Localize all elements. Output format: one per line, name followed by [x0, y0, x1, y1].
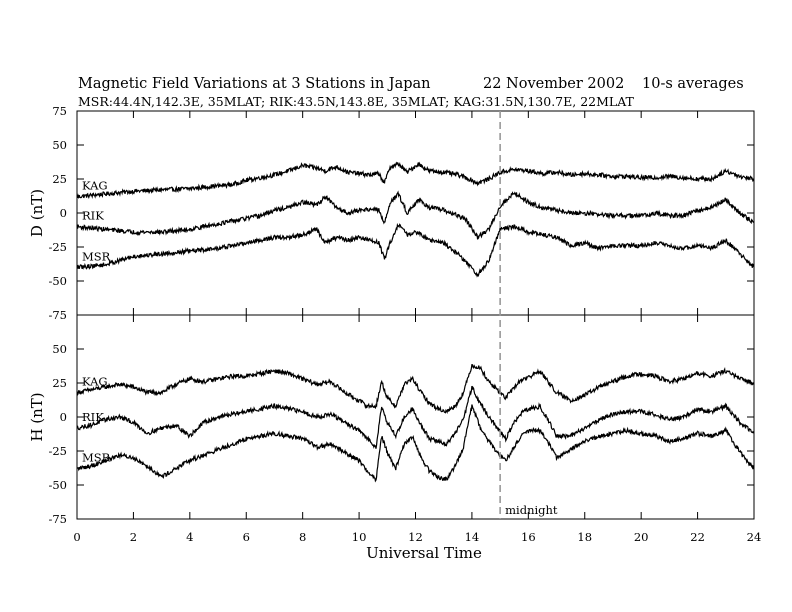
panel-h-ytick-label: 25: [52, 376, 67, 390]
panel-d-ytick-label: -50: [48, 274, 67, 288]
x-tick-label: 14: [465, 530, 480, 544]
panel-d-ylabel: D (nT): [28, 189, 46, 237]
station-label-h-rik: RIK: [82, 410, 104, 424]
trace-h-msr: [76, 404, 755, 483]
x-tick-label: 18: [577, 530, 592, 544]
station-coordinates: MSR:44.4N,142.3E, 35MLAT; RIK:43.5N,143.…: [78, 94, 635, 109]
x-tick-label: 8: [299, 530, 306, 544]
station-label-h-kag: KAG: [82, 375, 108, 389]
panel-d-traces: [76, 161, 755, 278]
x-axis: 0 2 4 6 8 10 12 14 16 18 20 22 24: [73, 111, 761, 544]
x-tick-label: 4: [186, 530, 193, 544]
panel-h-ytick-label: -25: [48, 444, 67, 458]
x-tick-label: 6: [243, 530, 250, 544]
panel-h-station-labels: KAG RIK MSR: [82, 375, 111, 465]
panel-d-ytick-label: 25: [52, 172, 67, 186]
trace-h-rik: [76, 385, 755, 449]
panel-d-station-labels: KAG RIK MSR: [82, 179, 111, 264]
station-label-d-kag: KAG: [82, 179, 108, 193]
panel-h: -75 -50 -25 0 25 50 KAG RIK MSR H (nT): [28, 314, 755, 526]
panel-h-ytick-label: 50: [52, 342, 67, 356]
panel-d: -75 -50 -25 0 25 50 75 KAG RIK MSR D (nT): [28, 104, 755, 322]
panel-h-ylabel: H (nT): [28, 392, 46, 441]
panel-h-ytick-label: -75: [48, 512, 67, 526]
panel-h-ytick-label: 0: [60, 410, 67, 424]
panel-d-ytick-label: -25: [48, 240, 67, 254]
panel-h-ytick-label: -50: [48, 478, 67, 492]
x-axis-title: Universal Time: [366, 544, 482, 562]
x-tick-label: 20: [634, 530, 649, 544]
x-tick-label: 12: [408, 530, 423, 544]
chart-date: 22 November 2002: [483, 76, 624, 92]
chart-averaging: 10-s averages: [642, 76, 744, 92]
x-tick-label: 24: [747, 530, 762, 544]
x-tick-label: 0: [73, 530, 80, 544]
x-tick-label: 2: [130, 530, 137, 544]
panel-h-traces: [76, 364, 755, 483]
panel-d-ytick-label: 0: [60, 206, 67, 220]
x-tick-label: 10: [352, 530, 367, 544]
trace-d-msr: [76, 222, 755, 278]
panel-d-ytick-label: 50: [52, 138, 67, 152]
chart-title: Magnetic Field Variations at 3 Stations …: [78, 76, 431, 92]
panel-h-yticks: -75 -50 -25 0 25 50: [48, 314, 754, 526]
station-label-d-rik: RIK: [82, 209, 104, 223]
station-label-d-msr: MSR: [82, 249, 111, 263]
trace-d-rik: [76, 190, 755, 240]
panel-d-ytick-label: 75: [52, 104, 67, 118]
panel-d-yticks: -75 -50 -25 0 25 50 75: [48, 104, 754, 322]
trace-h-kag: [76, 364, 755, 414]
x-tick-label: 22: [690, 530, 705, 544]
trace-d-kag: [76, 161, 755, 200]
panel-d-ytick-label: -75: [48, 308, 67, 322]
midnight-label: midnight: [505, 503, 558, 517]
x-tick-label: 16: [521, 530, 536, 544]
station-label-h-msr: MSR: [82, 451, 111, 465]
